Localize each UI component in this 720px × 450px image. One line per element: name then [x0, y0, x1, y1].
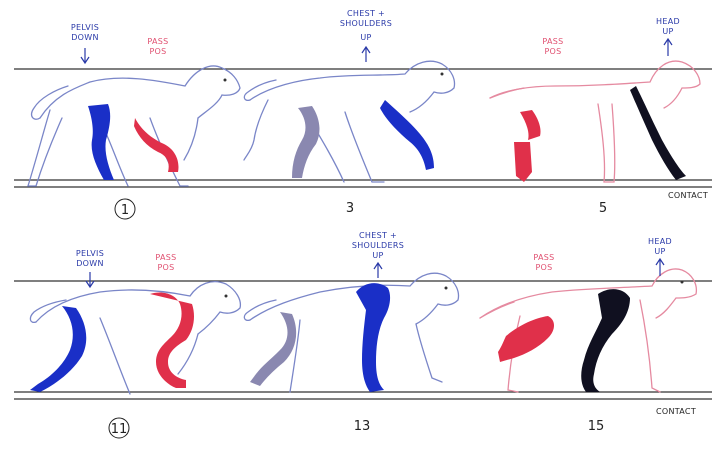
grey-leg-frame-13 — [250, 312, 297, 386]
red-leg-frame-15 — [498, 316, 554, 362]
red-leg-frame-1 — [134, 118, 179, 172]
note-line: DOWN — [71, 33, 99, 42]
note-line: POS — [149, 47, 166, 56]
note-line: UP — [372, 251, 383, 260]
frame-number: 3 — [346, 201, 354, 216]
note-line: UP — [360, 33, 371, 42]
contact-label: CONTACT — [668, 191, 708, 200]
frame-number-circle — [108, 417, 130, 439]
note-line: PASS — [147, 37, 168, 46]
frame-1: PELVIS DOWN PASS POS 1 — [27, 23, 241, 220]
note-pass-pos-frame-1: PASS POS — [147, 37, 168, 56]
dog-drawing-frame-1 — [27, 65, 241, 187]
note-line: SHOULDERS — [340, 19, 392, 28]
frame-number: 1 — [121, 203, 129, 218]
note-line: CHEST + — [359, 231, 397, 240]
note-line: PASS — [155, 253, 176, 262]
dog-drawing-frame-3 — [243, 60, 456, 183]
black-leg-frame-5 — [630, 86, 686, 180]
blue-leg-frame-1 — [88, 104, 114, 180]
frame-number: 11 — [111, 422, 128, 437]
grey-leg-frame-3 — [292, 106, 320, 178]
note-line: UP — [662, 27, 673, 36]
note-pelvis-down-frame-1: PELVIS DOWN — [71, 23, 99, 65]
frame-13: CHEST + SHOULDERS UP 13 — [243, 231, 460, 434]
blue-leg-frame-11 — [30, 306, 87, 392]
note-line: DOWN — [76, 259, 104, 268]
note-line: POS — [535, 263, 552, 272]
dog-drawing-frame-5 — [489, 60, 701, 183]
dog-drawing-frame-11 — [29, 281, 242, 395]
note-line: PASS — [533, 253, 554, 262]
note-line: POS — [157, 263, 174, 272]
frame-11: PELVIS DOWN PASS POS 11 — [29, 249, 242, 439]
guide-lines — [14, 68, 712, 400]
note-line: PELVIS — [76, 249, 104, 258]
note-line: SHOULDERS — [352, 241, 404, 250]
red-leg-frame-11 — [150, 292, 194, 388]
note-pass-pos-frame-15: PASS POS — [533, 253, 554, 272]
blue-leg-frame-3 — [380, 100, 434, 170]
note-head-up-frame-15: HEAD UP — [648, 237, 672, 276]
note-pelvis-down-frame-11: PELVIS DOWN — [76, 249, 104, 289]
blue-leg-frame-13 — [356, 283, 391, 392]
black-leg-frame-15 — [581, 289, 630, 392]
note-line: HEAD — [656, 17, 680, 26]
note-line: HEAD — [648, 237, 672, 246]
frame-number-circle — [114, 198, 136, 220]
frame-number: 13 — [354, 419, 371, 434]
frame-number: 5 — [599, 201, 607, 216]
note-pass-pos-frame-11: PASS POS — [155, 253, 176, 272]
frame-15: PASS POS HEAD UP CONTACT 15 — [479, 237, 698, 434]
frame-3: CHEST + SHOULDERS UP 3 — [243, 9, 456, 216]
note-line: CHEST + — [347, 9, 385, 18]
note-chest-shoulders-up-frame-3: CHEST + SHOULDERS UP — [340, 9, 392, 62]
frame-number: 15 — [588, 419, 605, 434]
dog-drawing-frame-15 — [479, 268, 698, 393]
note-line: PELVIS — [71, 23, 99, 32]
note-line: PASS — [542, 37, 563, 46]
note-line: POS — [544, 47, 561, 56]
frame-5: PASS POS HEAD UP CONTACT 5 — [489, 17, 708, 216]
note-pass-pos-frame-5: PASS POS — [542, 37, 563, 56]
dog-drawing-frame-13 — [243, 272, 460, 393]
note-chest-shoulders-up-frame-13: CHEST + SHOULDERS UP — [352, 231, 404, 278]
note-line: UP — [654, 247, 665, 256]
red-leg-frame-5 — [514, 110, 541, 182]
contact-label: CONTACT — [656, 407, 696, 416]
note-head-up-frame-5: HEAD UP — [656, 17, 680, 56]
